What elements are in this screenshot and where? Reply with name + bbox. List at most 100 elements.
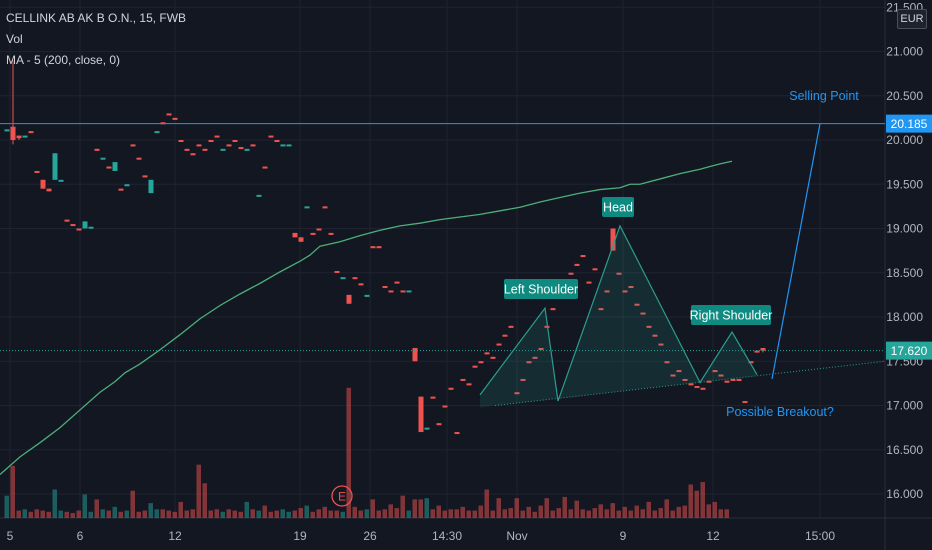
volume-bar <box>10 465 15 518</box>
price-tick-label: 18.500 <box>886 266 923 280</box>
candle-body <box>718 374 724 377</box>
volume-bar <box>268 511 273 518</box>
volume-bar <box>262 505 267 518</box>
candle-body <box>640 312 646 315</box>
earnings-marker-label: E <box>338 490 346 504</box>
candle-body <box>46 188 52 192</box>
price-tick-label: 19.500 <box>886 177 923 191</box>
volume-bar <box>88 511 93 518</box>
volume-bar <box>550 510 555 518</box>
volume-bar <box>496 498 501 518</box>
candle-body <box>70 224 76 227</box>
price-badges: 20.185 17.620 <box>886 114 932 360</box>
volume-bar <box>718 509 723 518</box>
volume-bar <box>562 496 567 518</box>
price-axis: 21.50021.00020.50020.00019.50019.00018.5… <box>886 0 923 501</box>
candle-body <box>586 281 592 284</box>
price-tick-label: 20.500 <box>886 89 923 103</box>
earnings-marker[interactable]: E <box>331 485 353 507</box>
candle-body <box>262 166 268 169</box>
volume-bar <box>184 510 189 518</box>
candle-body <box>424 427 430 430</box>
price-tick-label: 16.500 <box>886 443 923 457</box>
volume-bar <box>610 503 615 518</box>
candle-body <box>538 347 544 350</box>
candle-body <box>106 166 112 169</box>
candle-body <box>490 356 496 359</box>
volume-bar <box>688 484 693 518</box>
candle-body <box>496 343 502 346</box>
volume-bar <box>232 510 237 518</box>
time-tick-label: 12 <box>706 529 720 543</box>
volume-bar <box>286 511 291 518</box>
volume-bar <box>598 504 603 518</box>
candle-body <box>376 246 382 249</box>
volume-bar <box>652 510 657 518</box>
volume-bar <box>394 508 399 518</box>
volume-bar <box>40 510 45 518</box>
candle-body <box>118 188 124 191</box>
candle-body <box>226 144 232 147</box>
volume-bar <box>46 511 51 518</box>
candle-body <box>544 325 550 328</box>
price-tick-label: 16.000 <box>886 487 923 501</box>
candle-body <box>616 272 622 275</box>
candle-body <box>568 272 574 275</box>
candle-body <box>166 113 172 116</box>
time-tick-label: 26 <box>363 529 377 543</box>
volume-bar <box>328 510 333 518</box>
candle-body <box>502 334 508 337</box>
volume-bar <box>58 510 63 518</box>
volume-bar <box>586 510 591 518</box>
volume-label[interactable]: Vol <box>6 32 23 46</box>
volume-bar <box>460 506 465 518</box>
candle-body <box>670 374 676 377</box>
price-tick-label: 21.000 <box>886 45 923 59</box>
volume-bar <box>166 510 171 518</box>
candle-body <box>574 263 580 266</box>
volume-bar <box>274 510 279 518</box>
candle-body <box>136 157 142 160</box>
time-axis: 5 6 12 19 26 14:30 Nov 9 12 15:00 <box>7 529 836 543</box>
candle-body <box>76 228 82 231</box>
time-tick-label: Nov <box>506 529 527 543</box>
volume-bar <box>676 506 681 518</box>
candle-body <box>346 294 352 304</box>
candle-body <box>112 162 118 171</box>
time-tick-label: 9 <box>620 529 627 543</box>
candle-body <box>190 153 196 156</box>
volume-bar <box>382 509 387 518</box>
left-shoulder-label: Left Shoulder <box>504 283 578 297</box>
volume-bar <box>484 489 489 518</box>
time-tick-label: 14:30 <box>432 529 462 543</box>
volume-bar <box>76 510 81 518</box>
candle-body <box>418 396 424 433</box>
ma-label[interactable]: MA - 5 (200, close, 0) <box>6 53 121 67</box>
candle-body <box>154 131 160 134</box>
candle-body <box>352 277 358 280</box>
volume-bar <box>100 509 105 518</box>
candle-body <box>244 148 250 151</box>
volume-bar <box>658 508 663 518</box>
candle-body <box>256 194 262 197</box>
volume-bar <box>118 511 123 518</box>
symbol-title[interactable]: CELLINK AB AK B O.N., 15, FWB <box>6 11 187 25</box>
currency-button[interactable]: EUR <box>897 9 927 29</box>
candle-body <box>280 144 286 147</box>
volume-bar <box>694 490 699 518</box>
candle-body <box>754 350 760 353</box>
ma-line <box>0 160 733 476</box>
candle-body <box>514 392 520 395</box>
candle-body <box>388 290 394 293</box>
candle-body <box>334 270 340 273</box>
candle-body <box>184 148 190 151</box>
horizontal-lines <box>0 123 885 352</box>
volume-bar <box>154 509 159 518</box>
candle-body <box>664 361 670 364</box>
price-badge-line: 20.185 <box>891 117 928 131</box>
volume-bar <box>724 509 729 518</box>
candle-body <box>88 226 94 229</box>
price-tick-label: 17.000 <box>886 399 923 413</box>
candle-body <box>736 378 742 381</box>
